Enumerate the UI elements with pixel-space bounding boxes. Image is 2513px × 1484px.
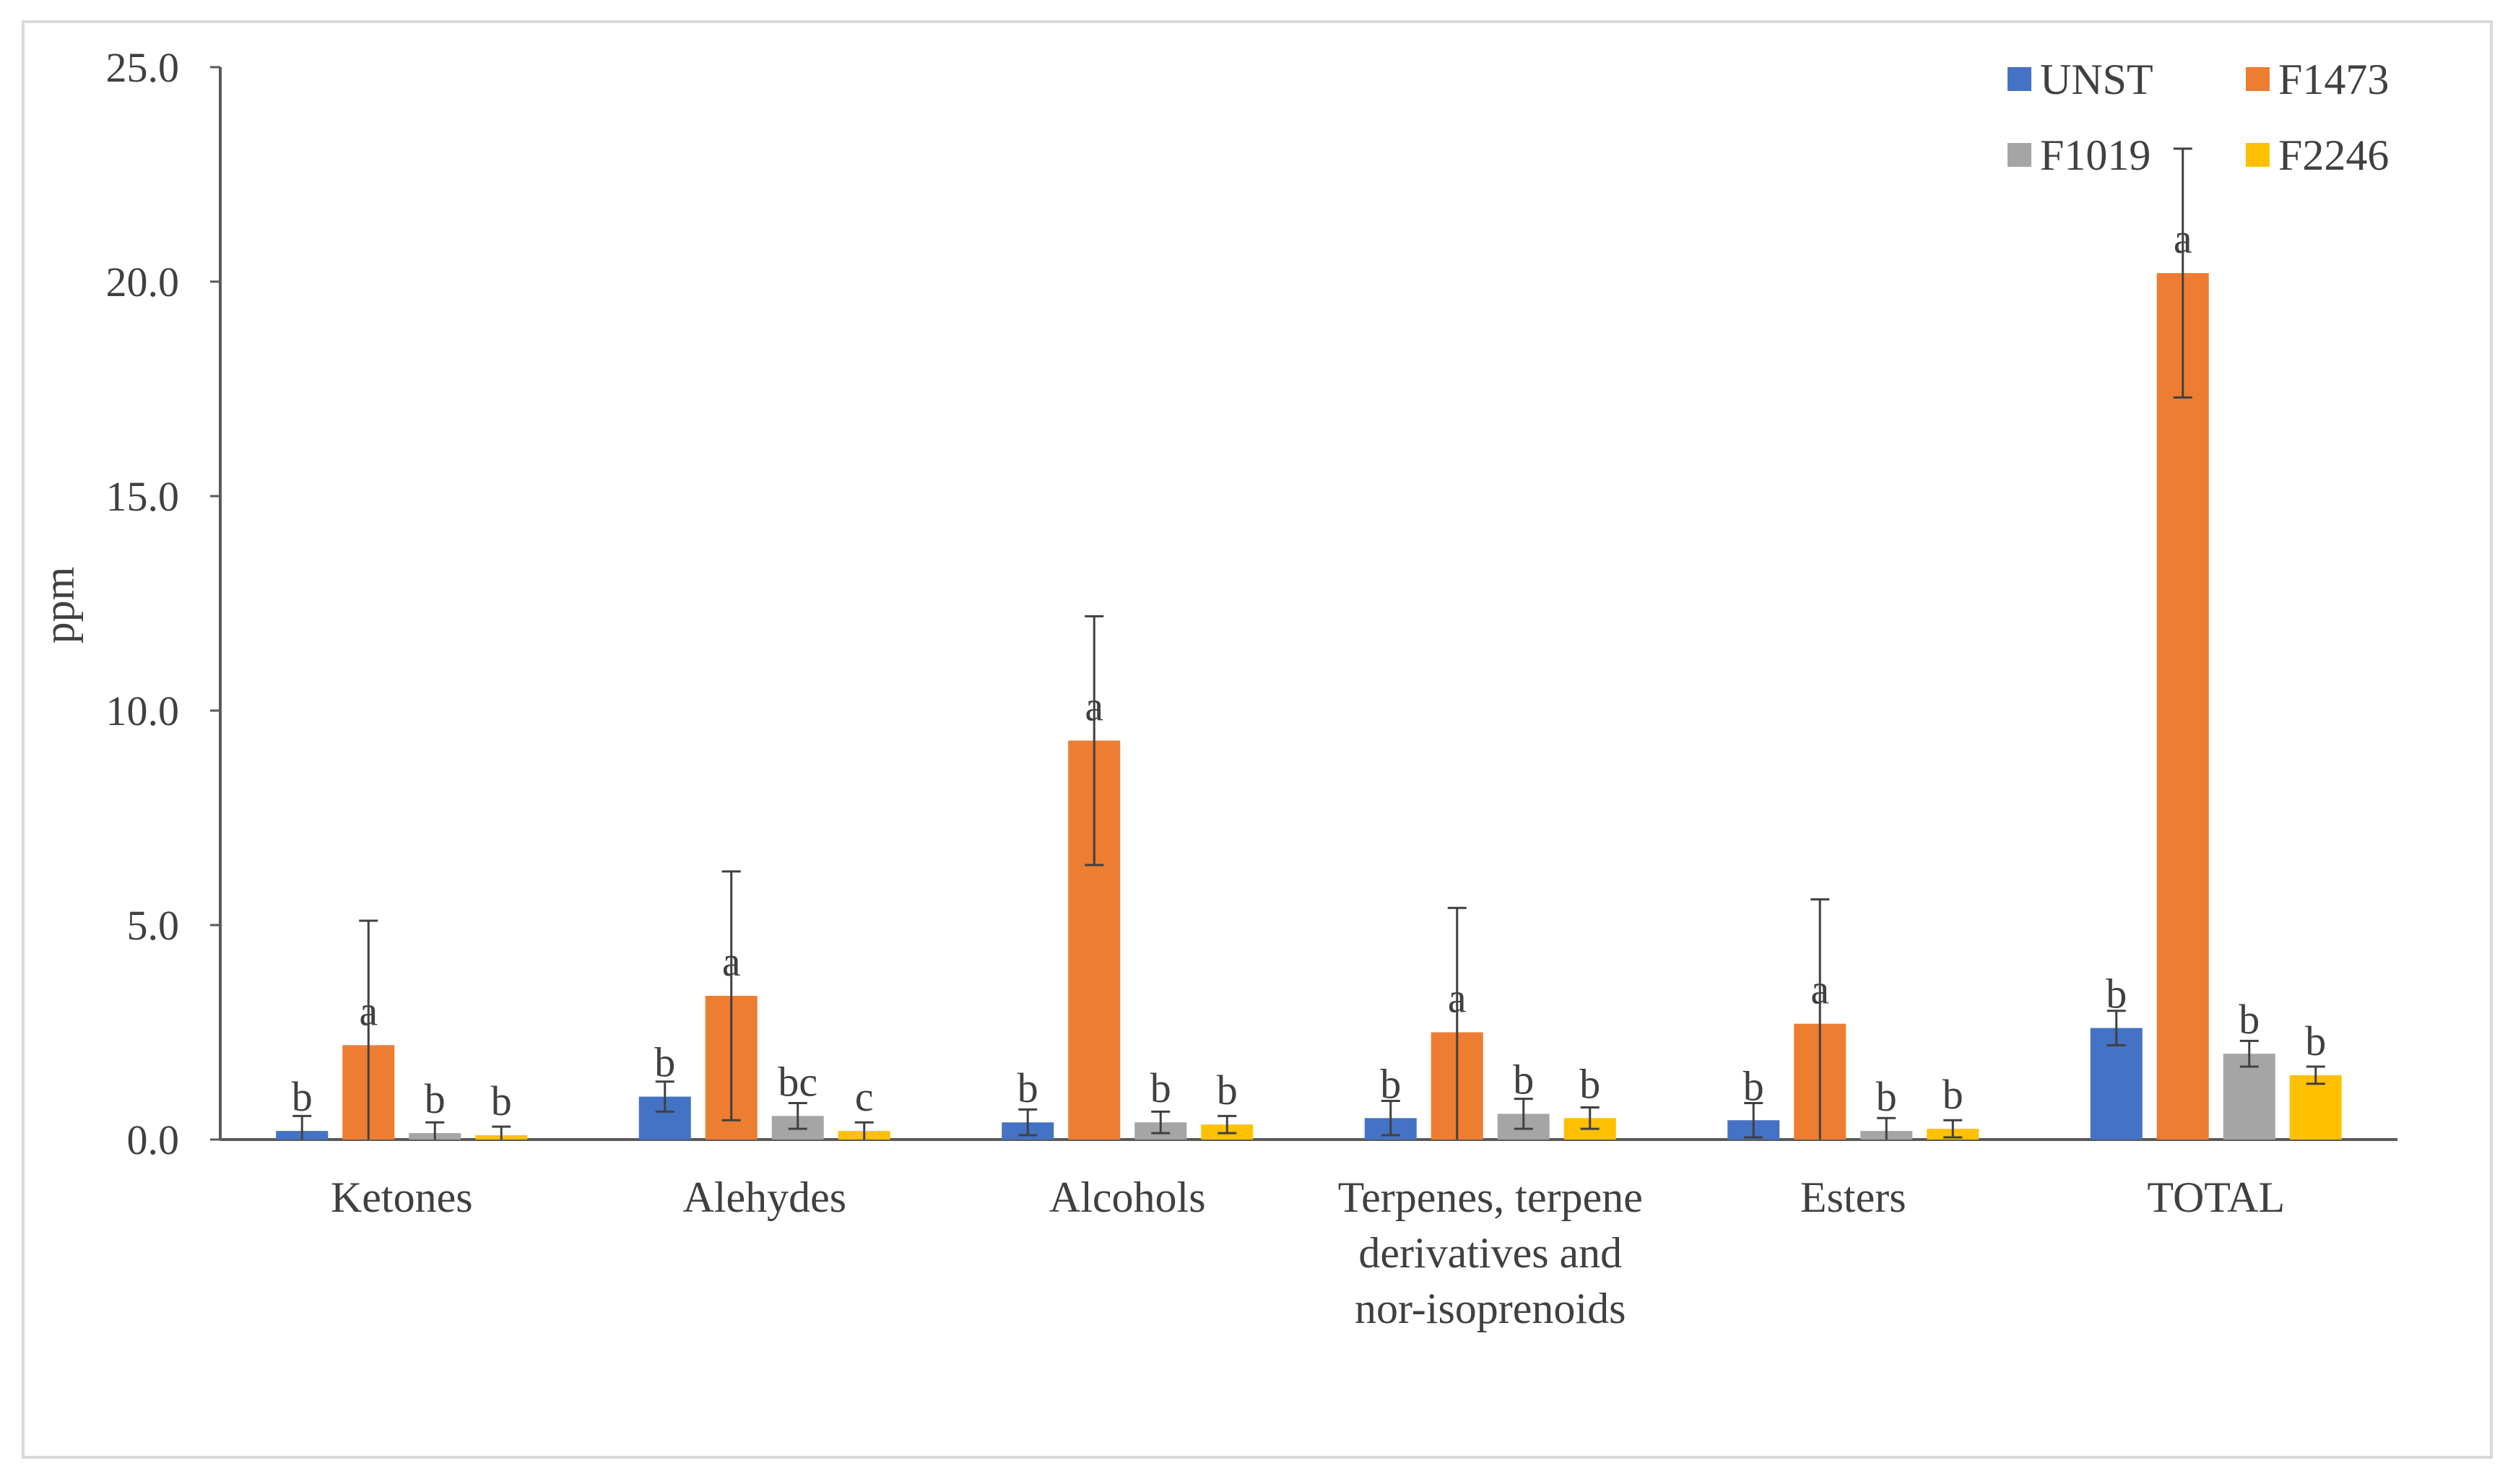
data-label: bc (778, 1058, 817, 1105)
legend-label: UNST (2040, 56, 2153, 103)
y-tick-label: 10.0 (106, 687, 180, 734)
data-label: b (1017, 1064, 1038, 1111)
data-label: a (1448, 975, 1467, 1022)
y-tick-label: 15.0 (106, 473, 180, 520)
y-tick-label: 0.0 (127, 1116, 180, 1163)
legend-label: F2246 (2278, 131, 2389, 179)
data-label: b (1513, 1056, 1534, 1103)
data-label: a (722, 938, 741, 985)
data-label: b (491, 1077, 512, 1124)
legend-swatch (2008, 143, 2031, 167)
data-label: b (1579, 1060, 1600, 1107)
data-label: b (1743, 1062, 1764, 1109)
data-label: b (1943, 1071, 1963, 1118)
y-tick-label: 25.0 (106, 44, 180, 91)
data-label: b (292, 1073, 313, 1120)
bar-f1019 (2223, 1054, 2275, 1140)
y-tick-label: 5.0 (127, 902, 180, 949)
legend: UNST F1473 F1019 F2246 (2008, 56, 2389, 179)
legend-swatch (2008, 67, 2031, 91)
x-tick-label: TOTAL (2147, 1173, 2285, 1221)
data-label: b (425, 1075, 446, 1122)
bar-f2246 (2289, 1075, 2342, 1140)
x-tick-label: Alehydes (682, 1173, 846, 1221)
data-label: b (2106, 971, 2127, 1017)
data-label: a (359, 987, 378, 1034)
y-tick-label: 20.0 (106, 259, 180, 305)
x-tick-label: Esters (1800, 1173, 1906, 1221)
data-label: b (1150, 1064, 1171, 1111)
x-tick-label: Terpenes, terpene (1338, 1173, 1643, 1221)
x-tick-label: nor-isoprenoids (1355, 1285, 1626, 1332)
x-tick-label: derivatives and (1358, 1229, 1622, 1277)
bars (276, 147, 2342, 1140)
legend-swatch (2246, 67, 2270, 91)
data-label: b (2239, 996, 2260, 1043)
data-label: a (2174, 215, 2192, 262)
legend-label: F1019 (2040, 131, 2150, 179)
data-label: a (1810, 966, 1829, 1013)
data-label: b (1380, 1060, 1401, 1107)
x-tick-label: Alcohols (1049, 1173, 1206, 1221)
data-label: b (1217, 1067, 1238, 1114)
y-axis-title: ppm (35, 567, 83, 644)
data-label: c (855, 1073, 874, 1120)
data-label: b (1876, 1073, 1897, 1120)
legend-label: F1473 (2278, 56, 2389, 103)
data-label: a (1085, 683, 1103, 730)
bar-f1473 (2156, 273, 2209, 1140)
chart-frame (22, 20, 2493, 1459)
bar-unst (2090, 1028, 2143, 1140)
axes: 0.0 5.0 10.0 15.0 20.0 25.0 ppm (35, 44, 2397, 1163)
x-tick-label: Ketones (331, 1173, 473, 1221)
legend-swatch (2246, 143, 2270, 167)
data-label: b (654, 1039, 675, 1086)
data-label: b (2305, 1017, 2326, 1064)
